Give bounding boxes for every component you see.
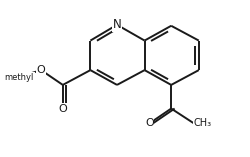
Text: O: O [58,104,67,114]
Text: CH₃: CH₃ [193,118,211,128]
Text: methyl: methyl [2,73,34,81]
Text: O: O [144,118,153,128]
Text: methyl: methyl [4,73,33,81]
Text: O: O [36,65,45,75]
Text: N: N [112,18,121,31]
